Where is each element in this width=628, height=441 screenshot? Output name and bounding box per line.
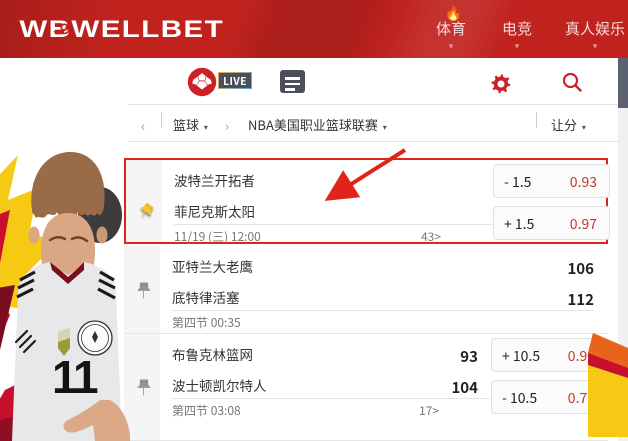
svg-text:11: 11 [52, 351, 98, 403]
